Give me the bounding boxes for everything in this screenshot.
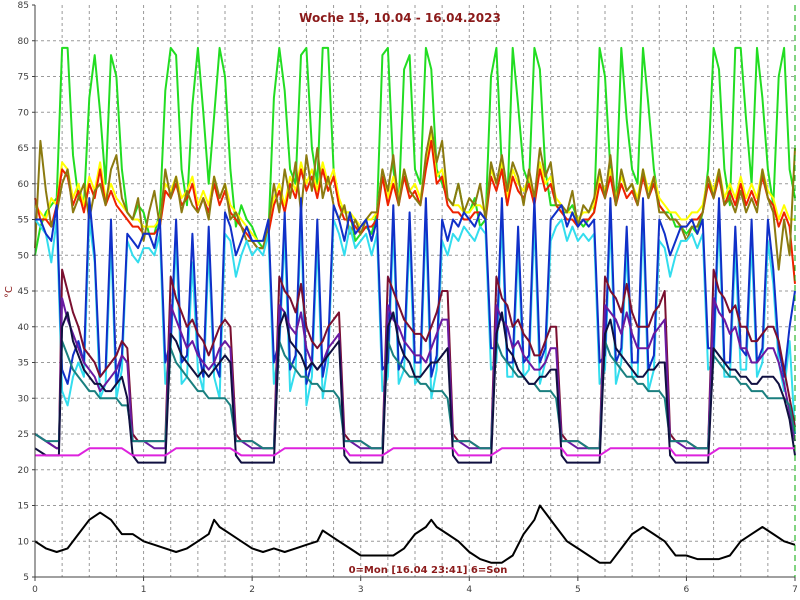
gridlines: [35, 5, 795, 577]
x-tick-label: 6: [684, 585, 690, 595]
series-line-12: [34, 504, 796, 564]
y-tick-label: 85: [18, 1, 29, 11]
y-tick-label: 35: [18, 359, 29, 369]
y-tick-label: 60: [18, 180, 30, 190]
axes: [32, 4, 796, 581]
y-tick-label: 10: [18, 537, 30, 547]
x-tick-label: 2: [249, 585, 255, 595]
y-tick-label: 5: [23, 573, 29, 583]
x-tick-label: 0: [32, 585, 38, 595]
y-tick-label: 55: [18, 216, 29, 226]
y-tick-label: 70: [18, 108, 30, 118]
chart-title: Woche 15, 10.04 - 16.04.2023: [299, 11, 501, 25]
y-tick-label: 40: [18, 323, 30, 333]
y-tick-label: 20: [18, 466, 30, 476]
footer-note: 0=Mon [16.04 23:41] 6=Son: [349, 565, 508, 576]
x-tick-label: 3: [358, 585, 364, 595]
y-tick-label: 65: [18, 144, 29, 154]
y-tick-label: 75: [18, 73, 29, 83]
y-tick-label: 50: [18, 251, 30, 261]
x-tick-label: 1: [141, 585, 147, 595]
series-lines: [34, 46, 796, 564]
series-line-11: [35, 447, 795, 457]
y-tick-label: 45: [18, 287, 29, 297]
x-tick-label: 7: [792, 585, 798, 595]
x-tick-label: 4: [466, 585, 472, 595]
x-tick-label: 5: [575, 585, 581, 595]
series-line-10: [34, 311, 796, 464]
series-line-8: [34, 297, 796, 450]
y-tick-label: 25: [18, 430, 29, 440]
y-axis-label: °C: [4, 286, 15, 298]
series-line-6: [35, 197, 796, 385]
y-tick-label: 30: [18, 394, 30, 404]
y-tick-label: 80: [18, 37, 30, 47]
series-line-4: [34, 125, 796, 271]
y-tick-label: 15: [18, 502, 29, 512]
